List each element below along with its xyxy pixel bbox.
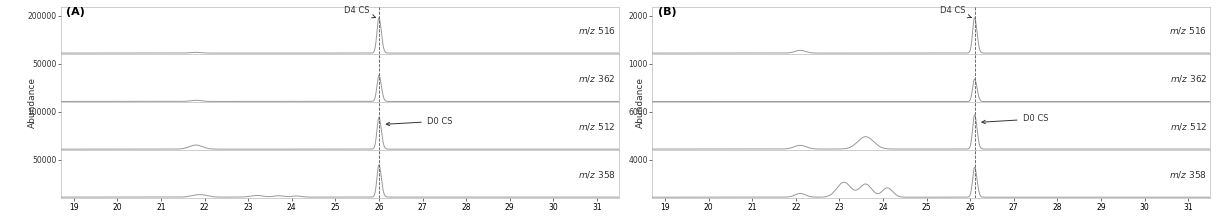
Text: D0 CS: D0 CS bbox=[983, 114, 1048, 124]
Text: $\it{m/z}$ 358: $\it{m/z}$ 358 bbox=[1170, 169, 1207, 180]
Text: (A): (A) bbox=[67, 7, 85, 17]
Text: (B): (B) bbox=[658, 7, 676, 17]
Text: D4 CS: D4 CS bbox=[344, 6, 376, 18]
Text: $\it{m/z}$ 516: $\it{m/z}$ 516 bbox=[1169, 25, 1207, 36]
Text: $\it{m/z}$ 362: $\it{m/z}$ 362 bbox=[1170, 73, 1207, 84]
Text: $\it{m/z}$ 516: $\it{m/z}$ 516 bbox=[578, 25, 615, 36]
Text: $\it{m/z}$ 512: $\it{m/z}$ 512 bbox=[1170, 121, 1207, 132]
Text: D0 CS: D0 CS bbox=[387, 117, 452, 126]
Text: $\it{m/z}$ 512: $\it{m/z}$ 512 bbox=[579, 121, 615, 132]
Text: Abundance: Abundance bbox=[28, 77, 38, 128]
Text: Abundance: Abundance bbox=[636, 77, 646, 128]
Text: $\it{m/z}$ 358: $\it{m/z}$ 358 bbox=[578, 169, 615, 180]
Text: D4 CS: D4 CS bbox=[940, 6, 972, 18]
Text: $\it{m/z}$ 362: $\it{m/z}$ 362 bbox=[579, 73, 615, 84]
